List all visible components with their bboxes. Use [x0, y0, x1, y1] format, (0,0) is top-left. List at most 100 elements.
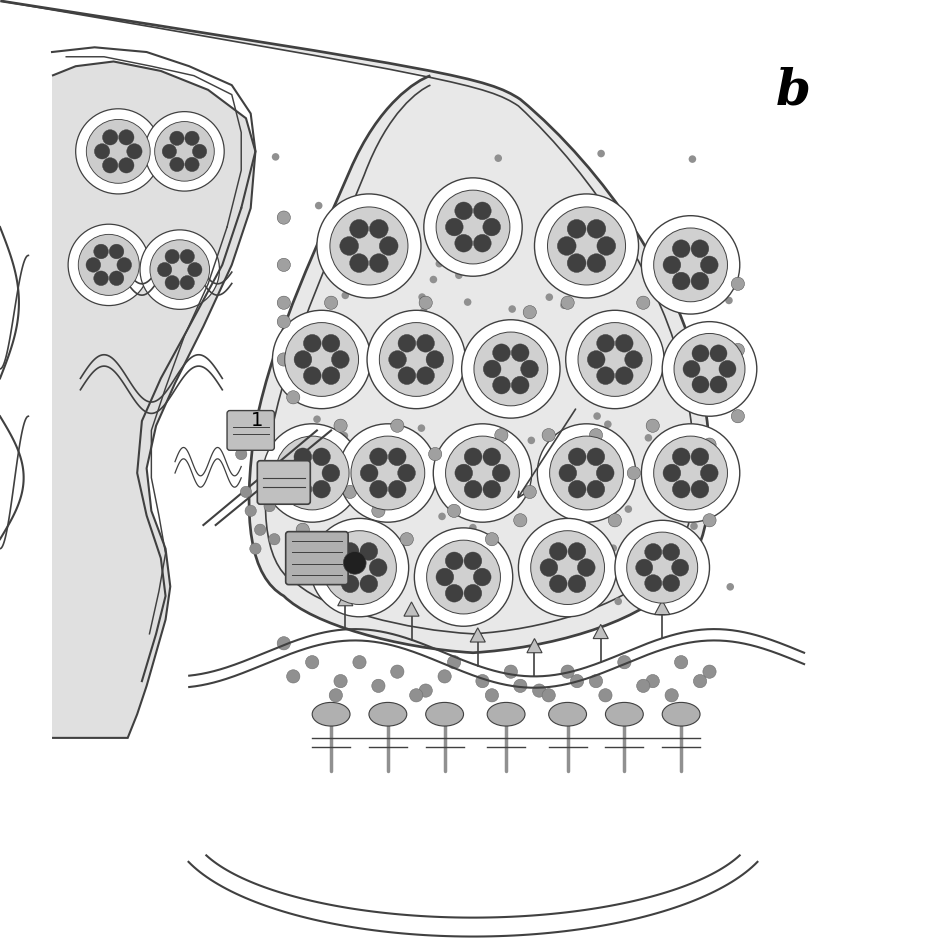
Circle shape	[351, 436, 425, 510]
Circle shape	[360, 575, 377, 592]
Circle shape	[254, 524, 266, 535]
Circle shape	[438, 513, 446, 520]
Circle shape	[587, 448, 604, 465]
Circle shape	[269, 534, 280, 545]
Circle shape	[569, 543, 586, 560]
Circle shape	[240, 486, 252, 498]
Circle shape	[367, 310, 465, 409]
Circle shape	[391, 665, 404, 678]
Circle shape	[662, 574, 679, 591]
Circle shape	[407, 323, 414, 330]
Circle shape	[514, 679, 527, 692]
Circle shape	[277, 637, 290, 650]
Circle shape	[326, 230, 334, 237]
Circle shape	[419, 296, 432, 309]
Circle shape	[646, 674, 659, 688]
Circle shape	[259, 467, 271, 479]
Circle shape	[533, 684, 546, 697]
Circle shape	[340, 236, 359, 255]
Circle shape	[661, 581, 669, 588]
Circle shape	[343, 485, 357, 499]
Circle shape	[548, 207, 625, 285]
Polygon shape	[655, 601, 670, 615]
Circle shape	[537, 424, 636, 522]
Circle shape	[512, 344, 529, 361]
Circle shape	[517, 369, 524, 377]
Circle shape	[277, 296, 290, 309]
Circle shape	[184, 157, 200, 171]
Circle shape	[165, 250, 180, 264]
Circle shape	[508, 306, 516, 313]
Circle shape	[727, 583, 734, 590]
Circle shape	[306, 656, 319, 669]
Circle shape	[674, 334, 745, 405]
Circle shape	[109, 244, 124, 259]
Circle shape	[389, 351, 407, 368]
Circle shape	[398, 335, 415, 352]
Circle shape	[382, 458, 390, 465]
Circle shape	[689, 155, 696, 163]
Circle shape	[455, 464, 473, 482]
Circle shape	[86, 257, 100, 272]
Circle shape	[95, 144, 110, 159]
Circle shape	[644, 574, 661, 591]
Circle shape	[376, 359, 383, 367]
Circle shape	[180, 250, 195, 264]
Polygon shape	[527, 639, 542, 653]
Circle shape	[187, 262, 202, 277]
Circle shape	[654, 228, 727, 302]
Circle shape	[636, 559, 653, 576]
Circle shape	[616, 335, 633, 352]
Circle shape	[436, 190, 510, 264]
Circle shape	[596, 464, 614, 482]
Circle shape	[731, 410, 745, 423]
FancyBboxPatch shape	[257, 461, 310, 504]
Circle shape	[495, 429, 508, 442]
Circle shape	[109, 271, 124, 286]
Circle shape	[593, 485, 601, 493]
Circle shape	[560, 566, 568, 573]
Circle shape	[528, 437, 535, 445]
Circle shape	[693, 674, 707, 688]
Circle shape	[703, 514, 716, 527]
Circle shape	[480, 361, 487, 369]
Circle shape	[673, 481, 690, 498]
Circle shape	[287, 670, 300, 683]
Circle shape	[578, 323, 652, 396]
Circle shape	[542, 429, 555, 442]
Circle shape	[313, 448, 330, 465]
Circle shape	[579, 568, 587, 575]
Circle shape	[323, 531, 396, 604]
Circle shape	[446, 436, 519, 510]
Circle shape	[379, 236, 398, 255]
Ellipse shape	[605, 702, 643, 727]
Circle shape	[616, 367, 633, 384]
Circle shape	[294, 448, 311, 465]
Circle shape	[474, 332, 548, 406]
Polygon shape	[470, 628, 485, 642]
Circle shape	[76, 109, 161, 194]
Circle shape	[446, 219, 464, 236]
Circle shape	[372, 504, 385, 517]
Polygon shape	[593, 624, 608, 639]
Circle shape	[523, 306, 536, 319]
Circle shape	[514, 514, 527, 527]
Circle shape	[542, 689, 555, 702]
FancyBboxPatch shape	[286, 532, 348, 585]
Text: b: b	[776, 66, 811, 115]
Ellipse shape	[312, 702, 350, 727]
Circle shape	[429, 447, 442, 461]
Circle shape	[560, 302, 568, 309]
Circle shape	[549, 211, 556, 219]
Circle shape	[360, 464, 378, 482]
Circle shape	[646, 419, 659, 432]
Circle shape	[341, 432, 348, 440]
Circle shape	[149, 240, 210, 299]
Circle shape	[118, 130, 134, 145]
Circle shape	[464, 552, 482, 569]
FancyBboxPatch shape	[227, 411, 274, 450]
Circle shape	[435, 260, 443, 268]
Circle shape	[370, 219, 388, 238]
Ellipse shape	[426, 702, 464, 727]
Circle shape	[406, 375, 413, 382]
